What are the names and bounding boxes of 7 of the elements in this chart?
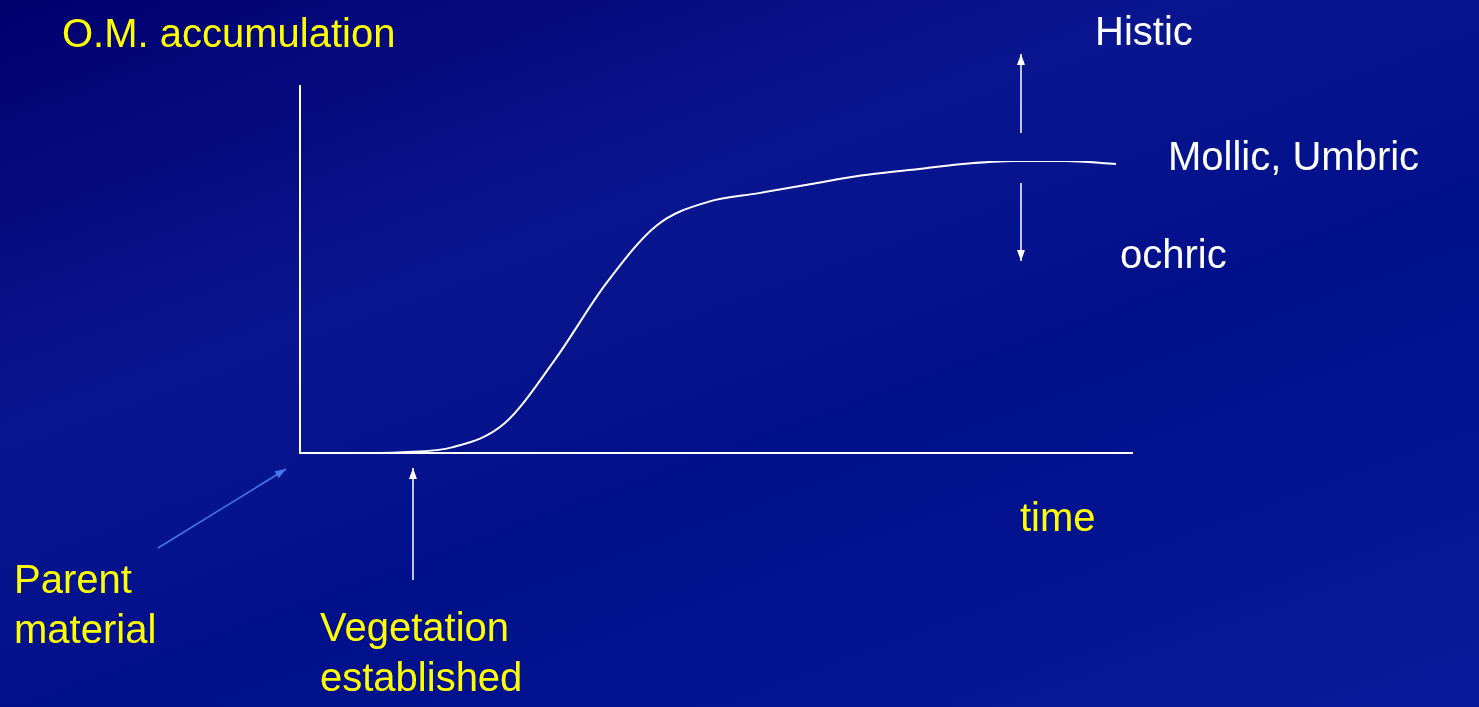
annotation: ochric [1120, 231, 1227, 278]
text: Histic [1095, 8, 1193, 55]
y-axis-title: O.M. accumulation [62, 10, 396, 57]
text: Mollic, Umbric [1168, 133, 1420, 180]
text: Vegetation established [320, 604, 524, 701]
text: Parent material [14, 556, 158, 653]
x-axis-title: time [1020, 494, 1096, 541]
